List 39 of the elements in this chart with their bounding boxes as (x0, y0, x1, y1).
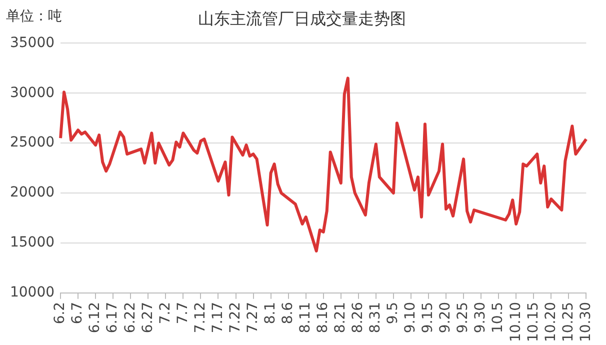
x-tick-label: 7.17 (210, 302, 226, 334)
x-tick-label: 8.31 (368, 302, 384, 334)
y-tick-label: 15000 (10, 234, 55, 251)
x-tick-label: 10.20 (542, 302, 559, 342)
x-tick-label: 10.25 (560, 302, 576, 342)
x-tick-label: 7.7 (174, 302, 191, 324)
x-tick-label: 9.20 (438, 302, 454, 334)
x-tick-label: 8.26 (350, 302, 366, 334)
x-tick-label: 9.25 (455, 302, 472, 334)
x-tick-label: 7.27 (244, 302, 261, 334)
x-tick-label: 9.15 (420, 302, 436, 334)
y-tick-label: 20000 (10, 184, 55, 201)
chart-title: 山东主流管厂日成交量走势图 (198, 8, 406, 28)
x-tick-label: 8.1 (262, 302, 278, 324)
y-tick-label: 25000 (10, 134, 55, 151)
x-tick-label: 9.10 (402, 302, 419, 334)
x-tick-label: 8.11 (297, 302, 314, 334)
x-tick-label: 10.15 (525, 302, 542, 342)
x-tick-label: 8.21 (332, 302, 349, 334)
x-tick-label: 9.30 (472, 302, 489, 334)
x-tick-label: 8.6 (280, 302, 296, 324)
x-tick-label: 10.10 (508, 302, 524, 342)
y-axis-title: 单位：吨 (6, 8, 62, 25)
x-tick-label: 6.7 (70, 302, 86, 324)
y-tick-label: 35000 (10, 34, 55, 51)
y-tick-label: 10000 (10, 284, 55, 301)
x-tick-label: 6.17 (104, 302, 121, 334)
x-tick-label: 6.27 (140, 302, 156, 334)
y-tick-label: 30000 (10, 84, 55, 101)
x-tick-label: 10.5 (490, 302, 506, 334)
x-tick-label: 10.30 (578, 302, 594, 342)
x-tick-label: 7.2 (157, 302, 174, 324)
x-tick-label: 9.5 (385, 302, 402, 324)
x-tick-label: 8.16 (315, 302, 332, 334)
x-tick-label: 7.22 (227, 302, 244, 334)
x-tick-label: 7.12 (192, 302, 208, 334)
x-tick-label: 6.2 (52, 302, 68, 324)
x-tick-label: 6.22 (122, 302, 138, 334)
x-tick-label: 6.12 (87, 302, 104, 334)
